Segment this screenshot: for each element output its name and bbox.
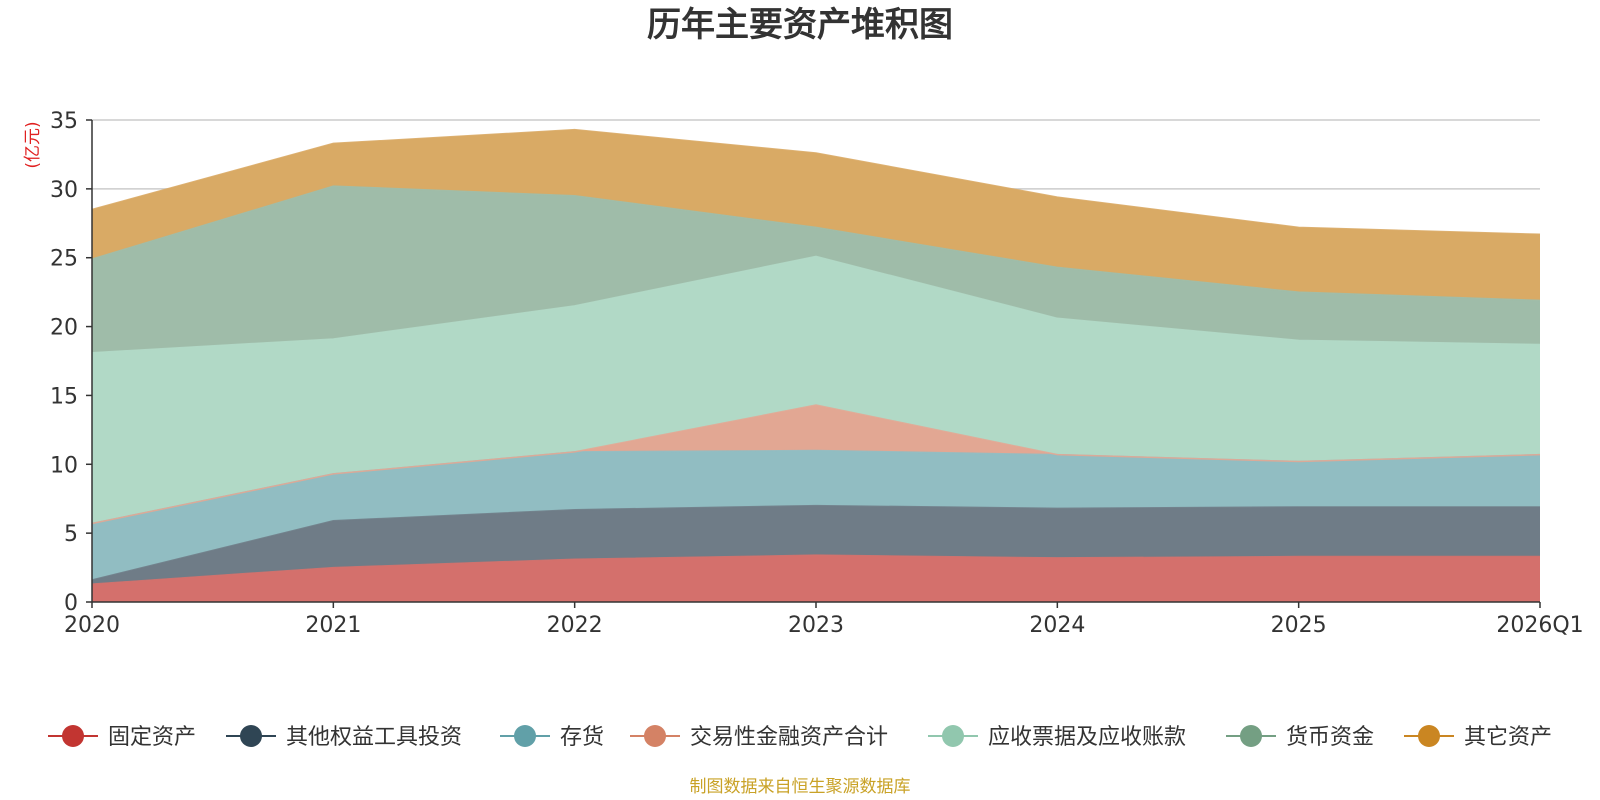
legend-label: 其它资产 <box>1464 725 1552 750</box>
y-tick-label: 10 <box>50 453 78 478</box>
series-line-0 <box>91 554 1540 585</box>
legend-label: 固定资产 <box>108 725 196 750</box>
x-tick-label: 2021 <box>305 613 361 638</box>
legend-marker <box>514 725 536 747</box>
area-series-0 <box>92 555 1540 602</box>
area-series-1 <box>92 505 1540 585</box>
y-tick-label: 35 <box>50 109 78 134</box>
legend-marker <box>62 725 84 747</box>
legend-item-6: 其它资产 <box>1404 725 1552 750</box>
x-tick-label: 2020 <box>64 613 120 638</box>
series-line-3 <box>91 404 1541 525</box>
x-tick-label: 2026Q1 <box>1496 613 1583 638</box>
chart-title: 历年主要资产堆积图 <box>647 5 953 45</box>
y-tick-label: 15 <box>50 384 78 409</box>
legend-marker <box>1418 725 1440 747</box>
legend-label: 交易性金融资产合计 <box>690 725 888 750</box>
area-series-5 <box>92 186 1540 353</box>
series-line-5 <box>91 185 1541 302</box>
legend-marker <box>644 725 666 747</box>
legend-label: 其他权益工具投资 <box>286 725 462 750</box>
legend-item-3: 交易性金融资产合计 <box>630 725 888 750</box>
legend-item-0: 固定资产 <box>48 725 196 750</box>
legend-marker <box>240 725 262 747</box>
legend-label: 应收票据及应收账款 <box>988 725 1186 750</box>
area-series <box>92 129 1540 602</box>
series-line-6 <box>91 128 1541 236</box>
series-lines <box>91 128 1541 585</box>
x-tick-label: 2025 <box>1271 613 1327 638</box>
x-tick-label: 2024 <box>1029 613 1085 638</box>
area-series-3 <box>92 405 1540 524</box>
legend-label: 存货 <box>560 725 604 750</box>
data-source-note: 制图数据来自恒生聚源数据库 <box>690 777 911 797</box>
legend-item-2: 存货 <box>500 725 604 750</box>
area-series-6 <box>92 129 1540 301</box>
series-line-4 <box>91 255 1541 354</box>
y-tick-label: 0 <box>64 591 78 616</box>
y-tick-label: 5 <box>64 522 78 547</box>
x-tick-label: 2023 <box>788 613 844 638</box>
series-line-1 <box>91 504 1540 581</box>
legend: 固定资产 其他权益工具投资 存货 交易性金融资产合计 应收票据及应收账款 货币资金 其它资产 <box>48 725 1552 750</box>
legend-marker <box>1240 725 1262 747</box>
y-axis-unit-label: (亿元) <box>23 121 43 168</box>
x-tick-label: 2022 <box>547 613 603 638</box>
y-tick-label: 30 <box>50 178 78 203</box>
legend-item-1: 其他权益工具投资 <box>226 725 462 750</box>
legend-label: 货币资金 <box>1286 725 1374 750</box>
legend-item-4: 应收票据及应收账款 <box>928 725 1186 750</box>
area-series-2 <box>92 450 1540 580</box>
legend-item-5: 货币资金 <box>1226 725 1374 750</box>
legend-marker <box>942 725 964 747</box>
y-tick-label: 20 <box>50 316 78 341</box>
y-tick-label: 25 <box>50 247 78 272</box>
